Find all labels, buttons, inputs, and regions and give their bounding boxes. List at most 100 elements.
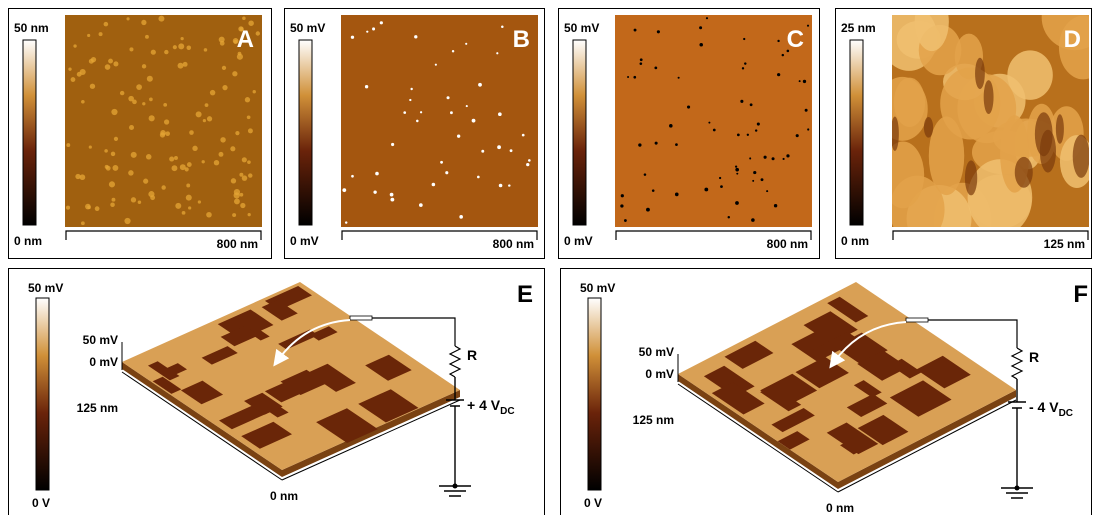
particle bbox=[128, 170, 133, 175]
tip bbox=[906, 318, 928, 322]
colorbar bbox=[299, 40, 312, 225]
colorbar-max: 50 mV bbox=[564, 21, 599, 35]
particle bbox=[708, 122, 710, 124]
particle bbox=[627, 76, 629, 78]
particle bbox=[68, 67, 71, 70]
particle bbox=[372, 27, 375, 30]
particle bbox=[178, 43, 184, 49]
particle bbox=[196, 111, 202, 117]
particle bbox=[71, 77, 76, 82]
afm-image bbox=[615, 15, 812, 227]
particle bbox=[242, 157, 247, 162]
particle bbox=[735, 166, 737, 168]
particle bbox=[129, 125, 134, 130]
particle bbox=[147, 76, 153, 82]
particle bbox=[214, 160, 219, 165]
particle bbox=[782, 54, 784, 56]
particle bbox=[149, 115, 155, 121]
particle bbox=[105, 64, 111, 70]
resistor bbox=[1012, 348, 1022, 379]
particle bbox=[204, 48, 208, 52]
particle bbox=[142, 64, 146, 68]
particle bbox=[234, 199, 240, 205]
particle bbox=[160, 132, 165, 137]
particle bbox=[189, 130, 194, 135]
particle bbox=[366, 31, 368, 33]
particle bbox=[744, 62, 746, 64]
particle bbox=[675, 193, 679, 197]
colorbar-min: 0 V bbox=[32, 496, 50, 510]
particle bbox=[242, 17, 246, 21]
particle bbox=[687, 105, 690, 108]
image-bg bbox=[341, 15, 538, 227]
resistor-label: R bbox=[1029, 349, 1039, 365]
particle bbox=[80, 174, 86, 180]
particle bbox=[522, 134, 525, 137]
image-bg bbox=[615, 15, 812, 227]
junction bbox=[453, 484, 458, 489]
particle bbox=[131, 152, 137, 158]
particle bbox=[242, 175, 248, 181]
particle bbox=[186, 195, 192, 201]
particle bbox=[158, 16, 164, 22]
colorbar-max: 50 mV bbox=[290, 21, 325, 35]
particle bbox=[99, 32, 103, 36]
particle bbox=[165, 131, 170, 136]
particle bbox=[477, 176, 480, 179]
afm-image bbox=[341, 15, 538, 227]
colorbar-max: 50 mV bbox=[28, 281, 63, 295]
particle bbox=[222, 66, 226, 70]
particle bbox=[132, 100, 137, 105]
particle bbox=[761, 178, 764, 181]
particle bbox=[164, 119, 169, 124]
particle bbox=[501, 26, 504, 29]
particle bbox=[720, 185, 723, 188]
particle bbox=[180, 164, 186, 170]
voltage: + 4 V bbox=[467, 397, 501, 413]
gap bbox=[1015, 157, 1033, 188]
particle bbox=[95, 206, 100, 211]
voltage-sub: DC bbox=[1059, 408, 1073, 419]
particle bbox=[638, 143, 641, 146]
particle bbox=[445, 171, 448, 174]
particle bbox=[253, 90, 256, 93]
particle bbox=[472, 119, 476, 123]
z-min-label: 0 mV bbox=[645, 367, 674, 381]
tip bbox=[350, 316, 372, 320]
particle bbox=[105, 165, 109, 169]
particle bbox=[752, 180, 754, 182]
particle bbox=[222, 85, 227, 90]
particle bbox=[496, 52, 498, 54]
particle bbox=[89, 145, 92, 148]
colorbar bbox=[573, 40, 586, 225]
particle bbox=[419, 203, 423, 207]
particle bbox=[757, 122, 760, 125]
particle bbox=[452, 50, 454, 52]
particle bbox=[375, 172, 379, 176]
particle bbox=[736, 173, 738, 175]
particle bbox=[526, 163, 529, 166]
panel-label: E bbox=[517, 281, 533, 308]
particle bbox=[146, 154, 152, 160]
particle bbox=[232, 213, 236, 217]
particle bbox=[466, 105, 468, 107]
particle bbox=[777, 73, 780, 76]
colorbar-min: 0 nm bbox=[841, 234, 869, 248]
particle bbox=[654, 66, 657, 69]
particle bbox=[749, 157, 751, 159]
particle bbox=[620, 204, 623, 207]
particle bbox=[150, 195, 155, 200]
colorbar-min: 0 V bbox=[584, 496, 602, 510]
particle bbox=[380, 21, 383, 24]
particle bbox=[136, 84, 142, 90]
particle bbox=[644, 173, 647, 176]
gap bbox=[1073, 135, 1090, 178]
particle bbox=[129, 47, 133, 51]
particle bbox=[465, 43, 467, 45]
gap bbox=[891, 117, 899, 151]
particle bbox=[646, 208, 650, 212]
particle bbox=[457, 134, 460, 137]
particle bbox=[713, 129, 716, 132]
z-min-label: 0 mV bbox=[89, 355, 118, 369]
particle bbox=[735, 201, 739, 205]
